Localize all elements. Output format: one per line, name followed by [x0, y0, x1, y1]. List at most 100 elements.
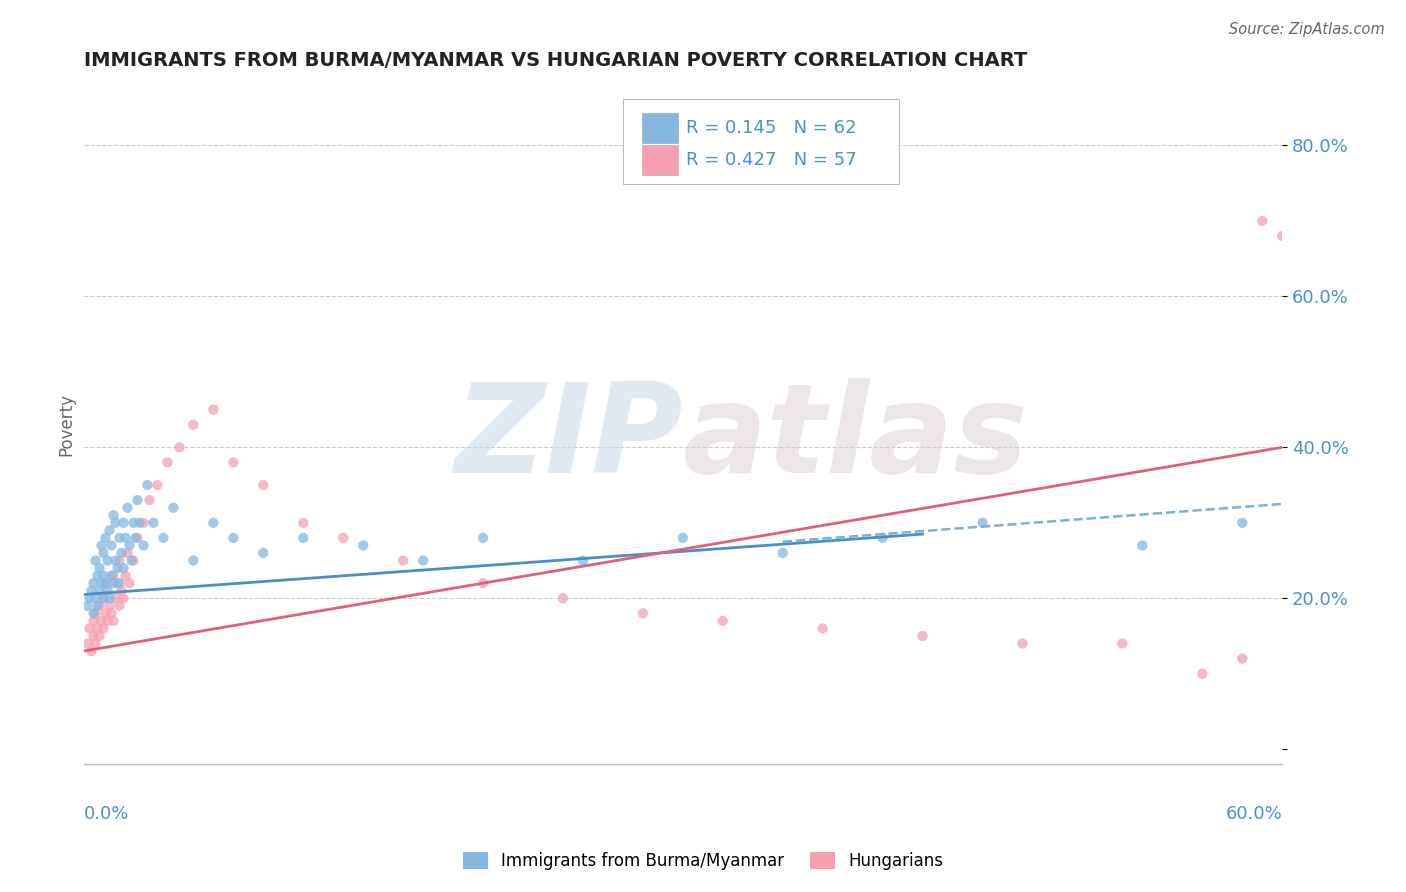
Point: [90, 576, 112, 591]
Text: Source: ZipAtlas.com: Source: ZipAtlas.com: [1229, 22, 1385, 37]
Point: [103, 568, 125, 582]
Point: [84, 636, 107, 650]
Point: [132, 516, 155, 530]
Point: [93, 591, 115, 606]
Point: [112, 591, 135, 606]
Point: [136, 478, 159, 492]
Point: [169, 440, 191, 454]
Point: [222, 455, 245, 469]
Point: [103, 614, 125, 628]
Point: [631, 607, 654, 621]
Point: [222, 531, 245, 545]
Point: [90, 614, 112, 628]
Point: [128, 516, 150, 530]
Point: [84, 607, 107, 621]
Point: [1271, 229, 1294, 244]
Point: [89, 599, 111, 613]
Point: [132, 538, 155, 552]
Point: [104, 516, 127, 530]
Point: [551, 591, 574, 606]
Point: [98, 599, 121, 613]
Point: [93, 568, 115, 582]
Point: [108, 553, 131, 567]
Point: [1232, 516, 1254, 530]
Point: [811, 622, 834, 636]
Point: [472, 576, 495, 591]
Point: [94, 576, 117, 591]
Point: [1251, 214, 1274, 228]
Text: R = 0.145   N = 62: R = 0.145 N = 62: [686, 119, 858, 136]
Point: [121, 553, 143, 567]
Point: [94, 531, 117, 545]
Point: [352, 538, 374, 552]
Point: [112, 561, 135, 575]
Point: [89, 583, 111, 598]
Point: [89, 561, 111, 575]
Point: [1011, 636, 1033, 650]
Point: [117, 546, 139, 560]
Point: [183, 553, 205, 567]
Point: [76, 599, 98, 613]
Point: [100, 607, 122, 621]
Point: [96, 614, 118, 628]
Point: [711, 614, 734, 628]
Point: [156, 455, 179, 469]
Text: ZIP: ZIP: [454, 378, 683, 499]
Text: 60.0%: 60.0%: [1226, 805, 1282, 823]
FancyBboxPatch shape: [643, 113, 678, 143]
Point: [911, 629, 934, 643]
Point: [80, 644, 103, 658]
Point: [142, 516, 165, 530]
Point: [107, 561, 129, 575]
Point: [114, 531, 136, 545]
Y-axis label: Poverty: Poverty: [58, 393, 75, 456]
Point: [122, 553, 145, 567]
Point: [118, 538, 141, 552]
Point: [1232, 651, 1254, 665]
Point: [96, 576, 118, 591]
Point: [84, 591, 107, 606]
Point: [83, 629, 105, 643]
Point: [1310, 267, 1333, 281]
Point: [114, 568, 136, 582]
Point: [292, 531, 315, 545]
Point: [76, 636, 98, 650]
Point: [100, 538, 122, 552]
Point: [1191, 666, 1213, 681]
Legend: Immigrants from Burma/Myanmar, Hungarians: Immigrants from Burma/Myanmar, Hungarian…: [457, 845, 949, 877]
Point: [80, 583, 103, 598]
Point: [100, 568, 122, 582]
Point: [124, 531, 146, 545]
Point: [127, 531, 149, 545]
Point: [1130, 538, 1153, 552]
Point: [392, 553, 415, 567]
FancyBboxPatch shape: [623, 99, 898, 184]
Point: [872, 531, 894, 545]
Point: [96, 583, 118, 598]
Point: [332, 531, 354, 545]
Point: [127, 493, 149, 508]
Point: [79, 591, 101, 606]
Point: [292, 516, 315, 530]
Point: [108, 531, 131, 545]
FancyBboxPatch shape: [643, 145, 678, 175]
Point: [108, 576, 131, 591]
Point: [110, 583, 132, 598]
Point: [98, 524, 121, 538]
Point: [86, 622, 108, 636]
Point: [1111, 636, 1133, 650]
Point: [103, 576, 125, 591]
Point: [162, 500, 184, 515]
Point: [110, 546, 132, 560]
Point: [107, 576, 129, 591]
Point: [83, 576, 105, 591]
Point: [103, 508, 125, 523]
Point: [98, 591, 121, 606]
Point: [89, 629, 111, 643]
Point: [104, 553, 127, 567]
Point: [672, 531, 695, 545]
Point: [202, 516, 225, 530]
Point: [93, 546, 115, 560]
Point: [84, 553, 107, 567]
Point: [118, 576, 141, 591]
